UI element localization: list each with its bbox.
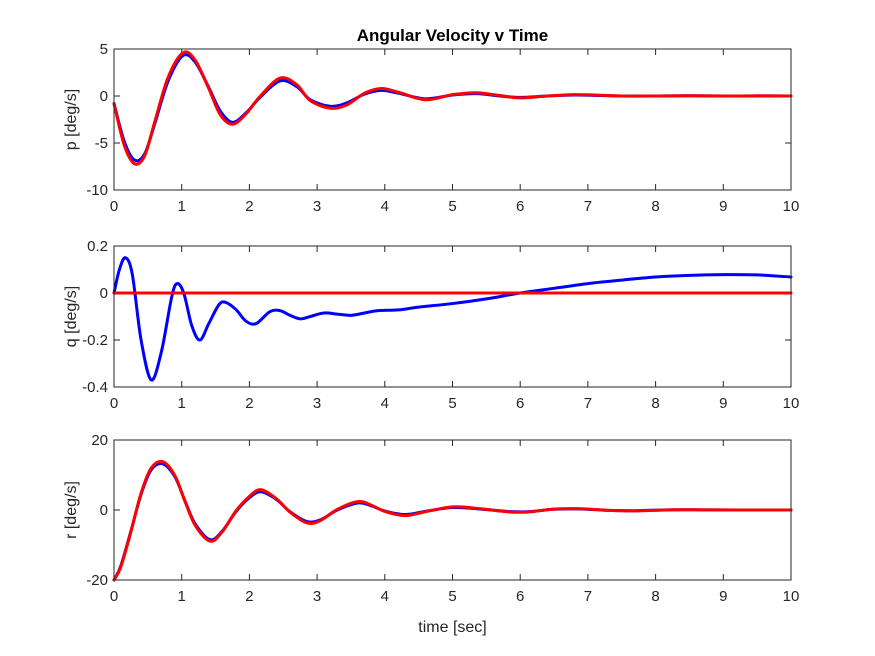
y-tick-label: 0 <box>100 502 108 519</box>
axes-frame <box>113 48 792 191</box>
x-tick-label: 0 <box>110 198 118 215</box>
x-tick-label: 8 <box>651 198 659 215</box>
x-tick-label: 10 <box>783 198 800 215</box>
axes-frame <box>113 245 792 388</box>
subplot-1: 0 1 2 3 4 5 6 7 8 9 10 -10 -5 0 5 p [deg/s] Angular Velo… <box>63 26 799 215</box>
x-tick-label: 2 <box>245 198 253 215</box>
x-tick-label: 10 <box>783 395 800 412</box>
x-tick-label: 3 <box>313 395 321 412</box>
x-tick-label: 2 <box>245 588 253 605</box>
y-tick-label: 0.2 <box>87 238 108 255</box>
x-tick-label: 5 <box>448 395 456 412</box>
x-tick-label: 7 <box>584 395 592 412</box>
x-tick-label: 1 <box>178 395 186 412</box>
x-tick-label: 5 <box>448 198 456 215</box>
plot-area <box>113 48 792 191</box>
series-line-2 <box>112 459 793 582</box>
x-tick-label: 7 <box>584 588 592 605</box>
y-axis-label: q [deg/s] <box>63 286 80 347</box>
x-tick-label: 4 <box>381 198 389 215</box>
x-tick-label: 3 <box>313 588 321 605</box>
x-tick-label: 9 <box>719 588 727 605</box>
y-tick-label: -10 <box>86 182 108 199</box>
y-axis-label: r [deg/s] <box>63 481 80 539</box>
series-line-1 <box>112 256 793 382</box>
y-tick-label: 20 <box>91 432 108 449</box>
x-tick-label: 6 <box>516 588 524 605</box>
x-tick-label: 1 <box>178 588 186 605</box>
series-line-2 <box>112 50 793 166</box>
y-tick-label: -20 <box>86 572 108 589</box>
x-tick-label: 6 <box>516 395 524 412</box>
subplot-2: 0 1 2 3 4 5 6 7 8 9 10 -0.4 -0.2 0 0.2 q [deg/s] <box>63 238 799 412</box>
x-tick-label: 5 <box>448 588 456 605</box>
x-tick-label: 6 <box>516 198 524 215</box>
x-tick-label: 7 <box>584 198 592 215</box>
y-tick-label: 5 <box>100 41 108 58</box>
y-tick-label: -5 <box>95 135 108 152</box>
x-axis-label: time [sec] <box>418 619 486 636</box>
chart-title: Angular Velocity v Time <box>357 26 548 45</box>
y-tick-label: -0.2 <box>82 332 108 349</box>
y-axis-label: p [deg/s] <box>63 89 80 150</box>
x-tick-label: 4 <box>381 395 389 412</box>
plot-area <box>113 245 792 388</box>
x-tick-label: 4 <box>381 588 389 605</box>
x-tick-label: 8 <box>651 588 659 605</box>
y-tick-label: 0 <box>100 88 108 105</box>
x-tick-label: 8 <box>651 395 659 412</box>
x-tick-label: 3 <box>313 198 321 215</box>
y-tick-label: 0 <box>100 285 108 302</box>
x-tick-label: 9 <box>719 198 727 215</box>
x-tick-label: 1 <box>178 198 186 215</box>
x-tick-label: 0 <box>110 395 118 412</box>
x-tick-label: 0 <box>110 588 118 605</box>
axes-frame <box>113 439 792 581</box>
x-tick-label: 2 <box>245 395 253 412</box>
x-tick-label: 9 <box>719 395 727 412</box>
y-tick-label: -0.4 <box>82 379 108 396</box>
x-tick-label: 10 <box>783 588 800 605</box>
